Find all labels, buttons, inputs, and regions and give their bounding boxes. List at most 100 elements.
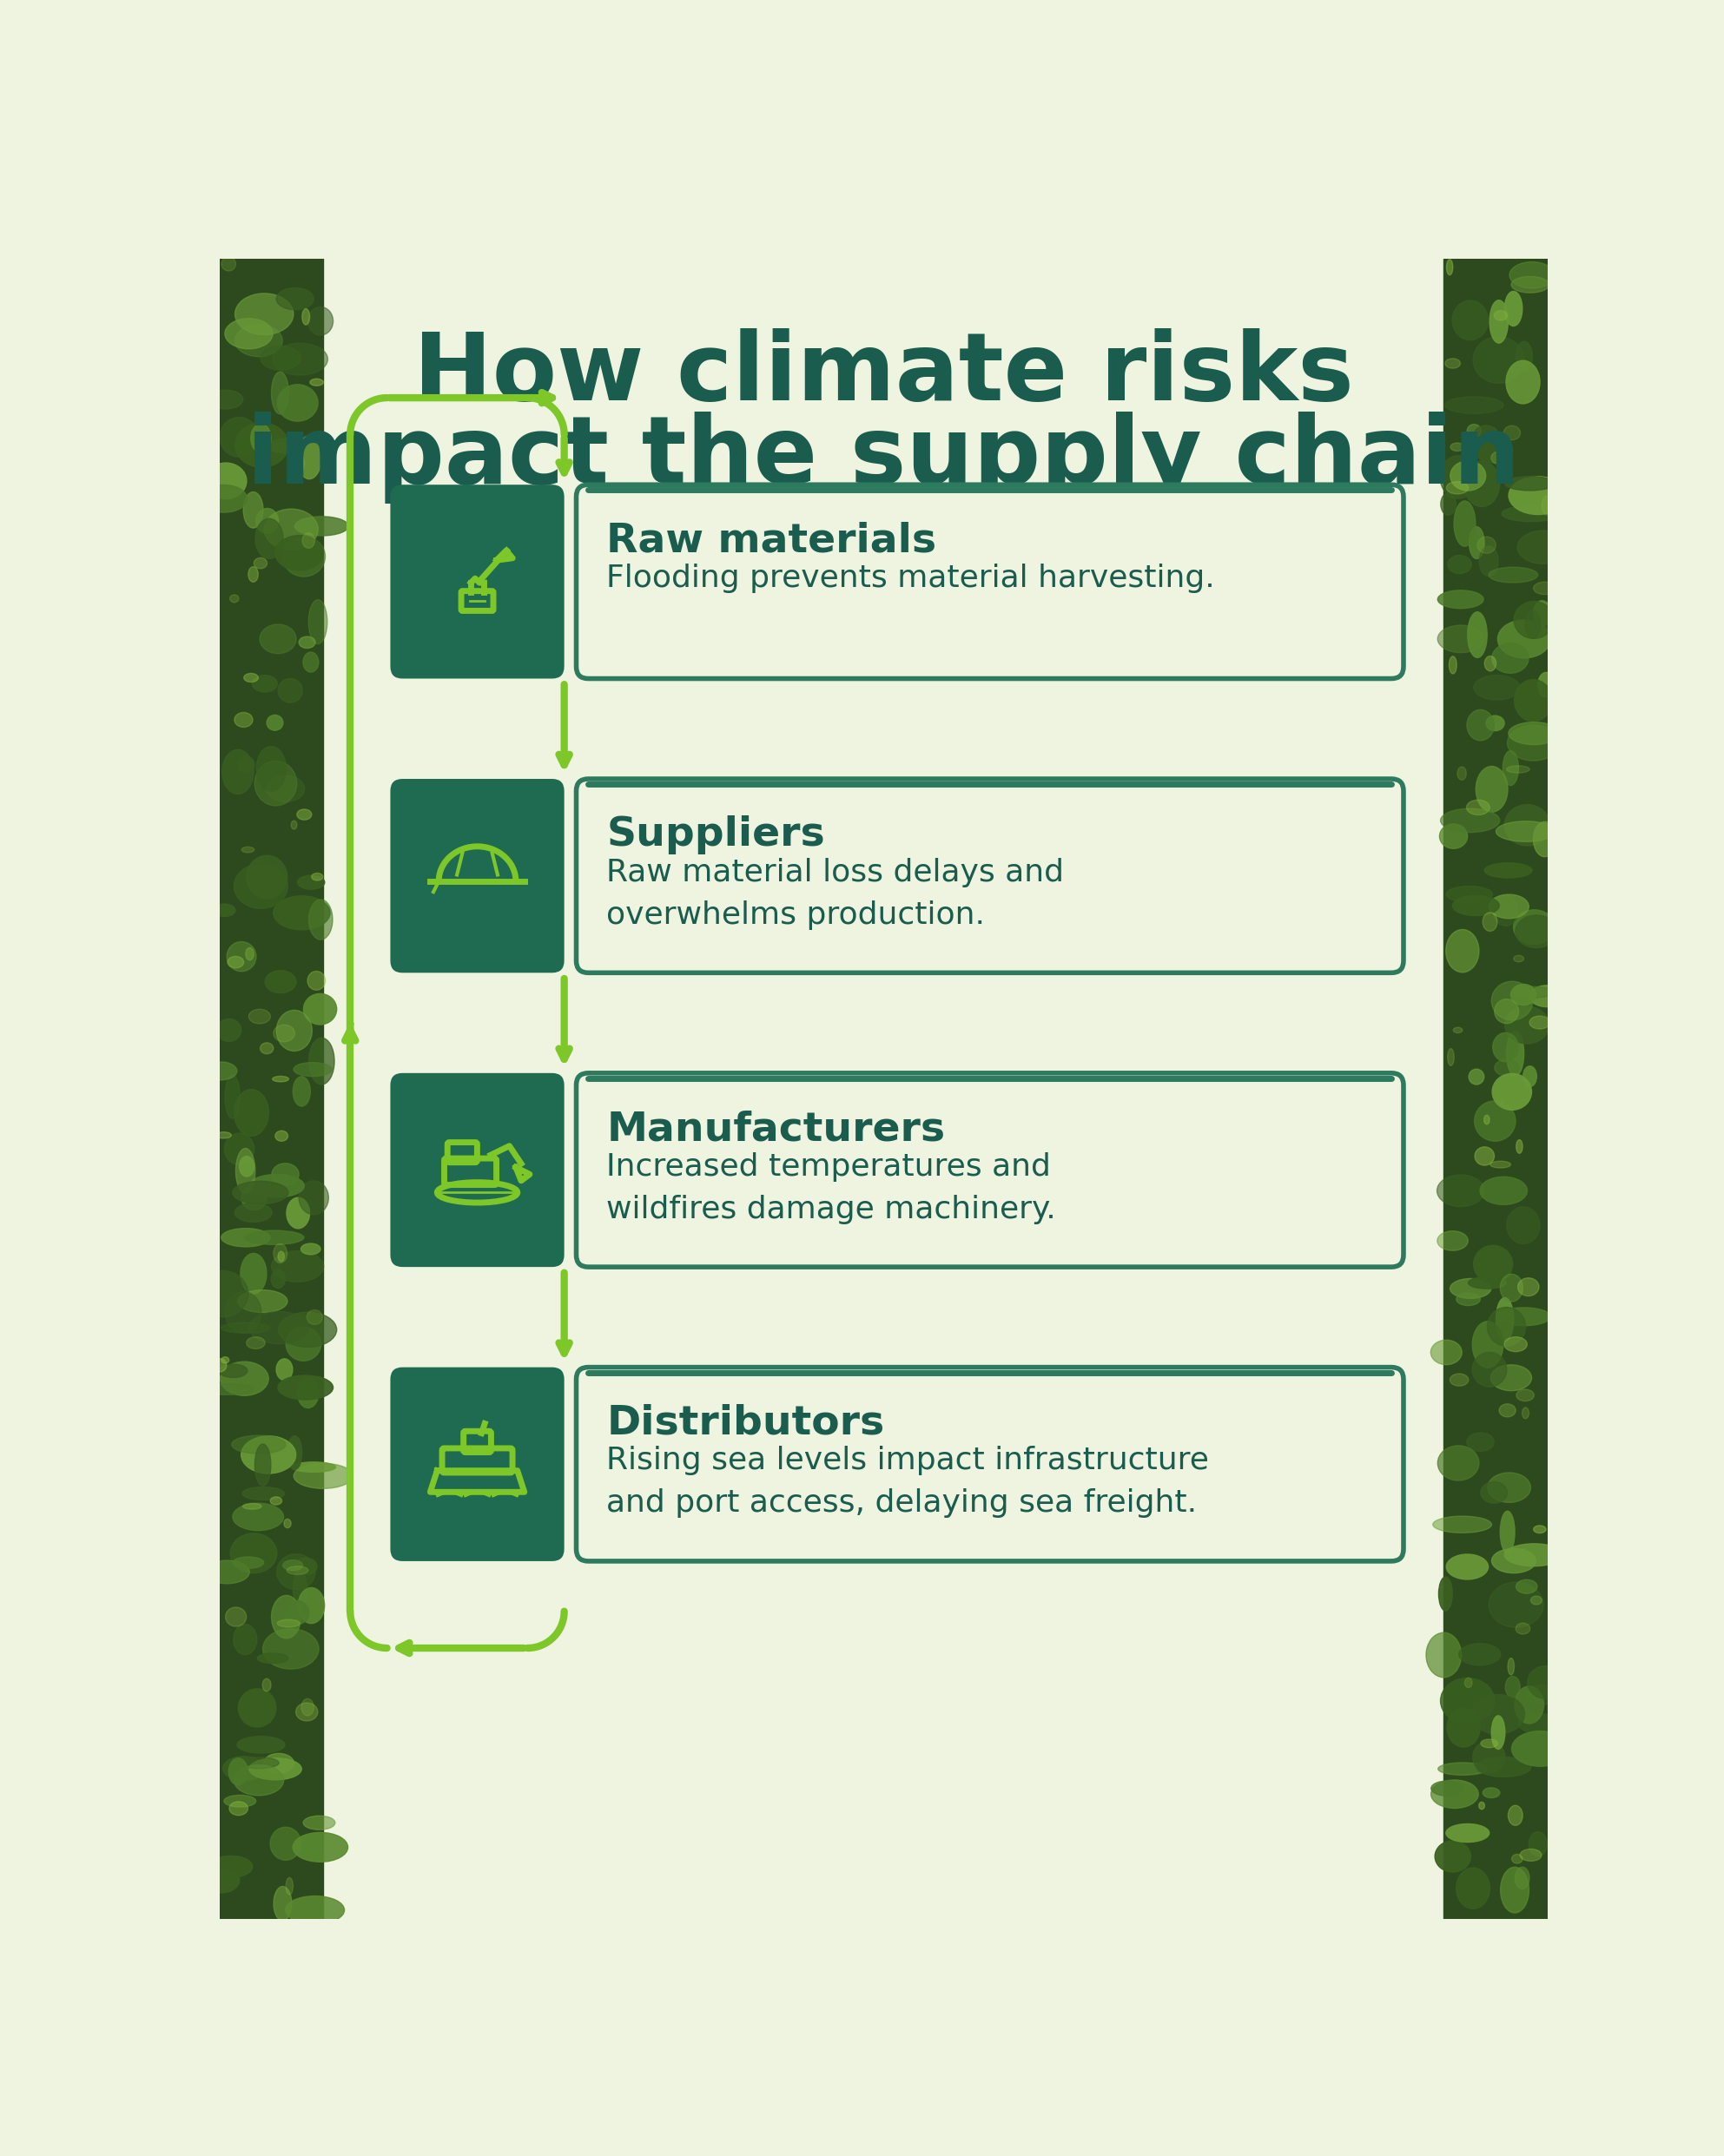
Ellipse shape [1479,1802,1484,1809]
Ellipse shape [1515,1623,1531,1634]
Ellipse shape [265,970,297,994]
Text: Increased temperatures and
wildfires damage machinery.: Increased temperatures and wildfires dam… [607,1151,1057,1225]
Ellipse shape [1522,1408,1529,1419]
Ellipse shape [309,306,333,334]
Ellipse shape [286,1878,293,1895]
Ellipse shape [286,1600,309,1623]
Ellipse shape [1476,765,1508,813]
Ellipse shape [1491,1365,1531,1391]
Ellipse shape [1431,1781,1464,1796]
FancyBboxPatch shape [576,1074,1403,1268]
Ellipse shape [1529,1015,1550,1028]
Ellipse shape [234,1203,272,1222]
Text: Distributors: Distributors [607,1404,884,1442]
Ellipse shape [1431,1341,1462,1365]
Ellipse shape [214,903,234,916]
Ellipse shape [1495,310,1507,321]
Ellipse shape [267,776,305,802]
Ellipse shape [272,1164,298,1186]
Ellipse shape [260,1044,274,1054]
Ellipse shape [1438,1576,1452,1611]
Ellipse shape [271,1270,284,1289]
Ellipse shape [284,1520,291,1529]
Ellipse shape [1483,1787,1500,1798]
Ellipse shape [1474,436,1512,464]
Ellipse shape [295,1559,317,1574]
Ellipse shape [1474,1147,1495,1166]
Ellipse shape [1508,476,1567,515]
Ellipse shape [221,1322,271,1332]
Ellipse shape [233,1623,257,1656]
Text: impact the supply chain: impact the supply chain [247,412,1521,505]
Ellipse shape [203,1063,236,1080]
Ellipse shape [1438,1175,1484,1207]
Ellipse shape [1467,800,1490,815]
Ellipse shape [1474,425,1498,444]
Ellipse shape [1474,1246,1512,1283]
Ellipse shape [229,595,240,602]
Ellipse shape [1472,336,1524,384]
Ellipse shape [1527,1667,1564,1699]
Ellipse shape [1507,1207,1540,1244]
Ellipse shape [286,1197,310,1229]
Ellipse shape [302,1699,314,1716]
Ellipse shape [1483,912,1498,931]
Ellipse shape [278,679,302,703]
Ellipse shape [1521,1850,1541,1861]
Ellipse shape [250,425,271,453]
Ellipse shape [250,1311,309,1343]
Ellipse shape [1503,425,1521,440]
Ellipse shape [1457,1294,1481,1307]
Ellipse shape [1481,1481,1507,1503]
Ellipse shape [1493,1033,1519,1061]
Ellipse shape [1512,276,1550,293]
Ellipse shape [298,1181,329,1214]
Ellipse shape [278,1619,300,1628]
Ellipse shape [221,1356,229,1363]
Ellipse shape [1467,1434,1495,1451]
Ellipse shape [297,808,312,819]
Ellipse shape [1507,724,1560,761]
Ellipse shape [1505,291,1522,326]
Ellipse shape [248,567,259,582]
Ellipse shape [1491,1548,1536,1574]
Ellipse shape [1500,1274,1522,1302]
Ellipse shape [293,1076,310,1106]
Ellipse shape [1457,768,1467,780]
Ellipse shape [1438,625,1484,653]
Text: Manufacturers: Manufacturers [607,1110,945,1149]
Ellipse shape [1505,1544,1564,1565]
Ellipse shape [222,750,253,793]
Ellipse shape [286,1326,321,1360]
Ellipse shape [1508,722,1560,744]
Ellipse shape [264,1753,295,1772]
Ellipse shape [297,436,321,479]
Ellipse shape [255,761,297,806]
Ellipse shape [1472,1322,1503,1367]
Ellipse shape [1452,300,1488,341]
Ellipse shape [1491,981,1533,1020]
Ellipse shape [272,1076,290,1082]
Ellipse shape [1479,545,1498,576]
Ellipse shape [1505,1677,1521,1697]
Ellipse shape [298,1587,324,1623]
Ellipse shape [295,517,348,535]
Ellipse shape [1440,455,1476,498]
Ellipse shape [1488,1307,1526,1345]
Ellipse shape [297,1378,319,1408]
Ellipse shape [271,1496,281,1505]
Ellipse shape [1533,602,1552,625]
Ellipse shape [1441,494,1455,515]
Ellipse shape [221,257,236,272]
Ellipse shape [1438,1231,1469,1250]
Bar [221,259,324,1919]
Ellipse shape [262,1628,319,1669]
Ellipse shape [1484,862,1533,877]
Ellipse shape [1474,1102,1515,1141]
Ellipse shape [205,464,247,498]
Text: Raw material loss delays and
overwhelms production.: Raw material loss delays and overwhelms … [607,858,1064,929]
Ellipse shape [1514,910,1555,944]
Ellipse shape [1476,1757,1531,1777]
Ellipse shape [276,535,324,571]
Ellipse shape [1438,1764,1488,1774]
